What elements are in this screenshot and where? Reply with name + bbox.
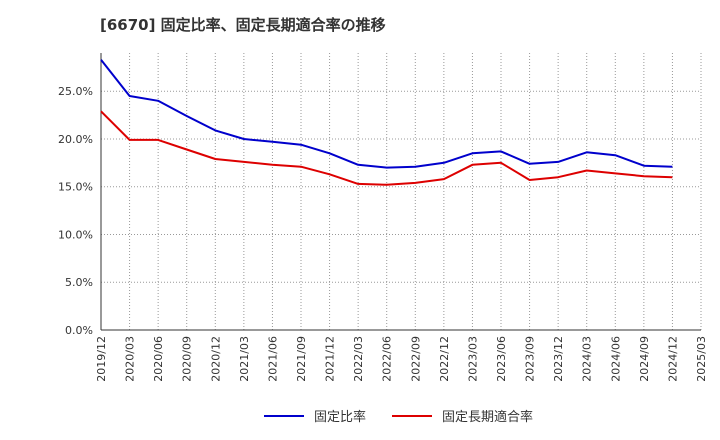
x-tick-label: 2023/06 [495,336,508,382]
legend-swatch-long-term-fit-ratio [392,414,432,417]
legend-label-fixed-ratio: 固定比率 [314,410,367,425]
x-tick-label: 2022/09 [409,336,422,382]
x-tick-label: 2020/09 [181,336,194,382]
x-tick-label: 2020/03 [124,336,137,382]
x-tick-label: 2021/12 [324,336,337,382]
x-tick-label: 2020/06 [152,336,165,382]
x-tick-label: 2022/12 [438,336,451,382]
x-tick-label: 2022/06 [381,336,394,382]
x-tick-label: 2022/03 [352,336,365,382]
x-tick-label: 2021/09 [295,336,308,382]
x-tick-label: 2020/12 [209,336,222,382]
legend-item-fixed-ratio: 固定比率 [264,406,366,425]
legend-swatch-fixed-ratio [264,414,304,417]
y-tick-label: 15.0% [58,181,93,194]
x-tick-label: 2023/09 [524,336,537,382]
legend-label-long-term-fit-ratio: 固定長期適合率 [442,410,534,425]
x-tick-label: 2024/12 [666,336,679,382]
series-line-fixed-ratio [100,59,673,169]
x-tick-label: 2019/12 [95,336,108,382]
chart-title: [6670] 固定比率、固定長期適合率の推移 [100,16,386,34]
y-tick-label: 5.0% [65,276,93,289]
y-tick-label: 20.0% [58,133,93,146]
x-tick-label: 2024/06 [609,336,622,382]
y-tick-label: 10.0% [58,228,93,241]
y-tick-label: 25.0% [58,85,93,98]
x-tick-label: 2023/12 [552,336,565,382]
series-line-long-term-fit-ratio [100,110,673,186]
x-tick-label: 2025/03 [695,336,708,382]
x-tick-label: 2024/09 [638,336,651,382]
x-tick-label: 2023/03 [466,336,479,382]
y-tick-label: 0.0% [65,324,93,337]
legend-item-long-term-fit-ratio: 固定長期適合率 [392,406,533,425]
x-tick-label: 2021/03 [238,336,251,382]
legend: 固定比率 固定長期適合率 [0,406,720,426]
x-tick-label: 2024/03 [581,336,594,382]
x-tick-label: 2021/06 [266,336,279,382]
